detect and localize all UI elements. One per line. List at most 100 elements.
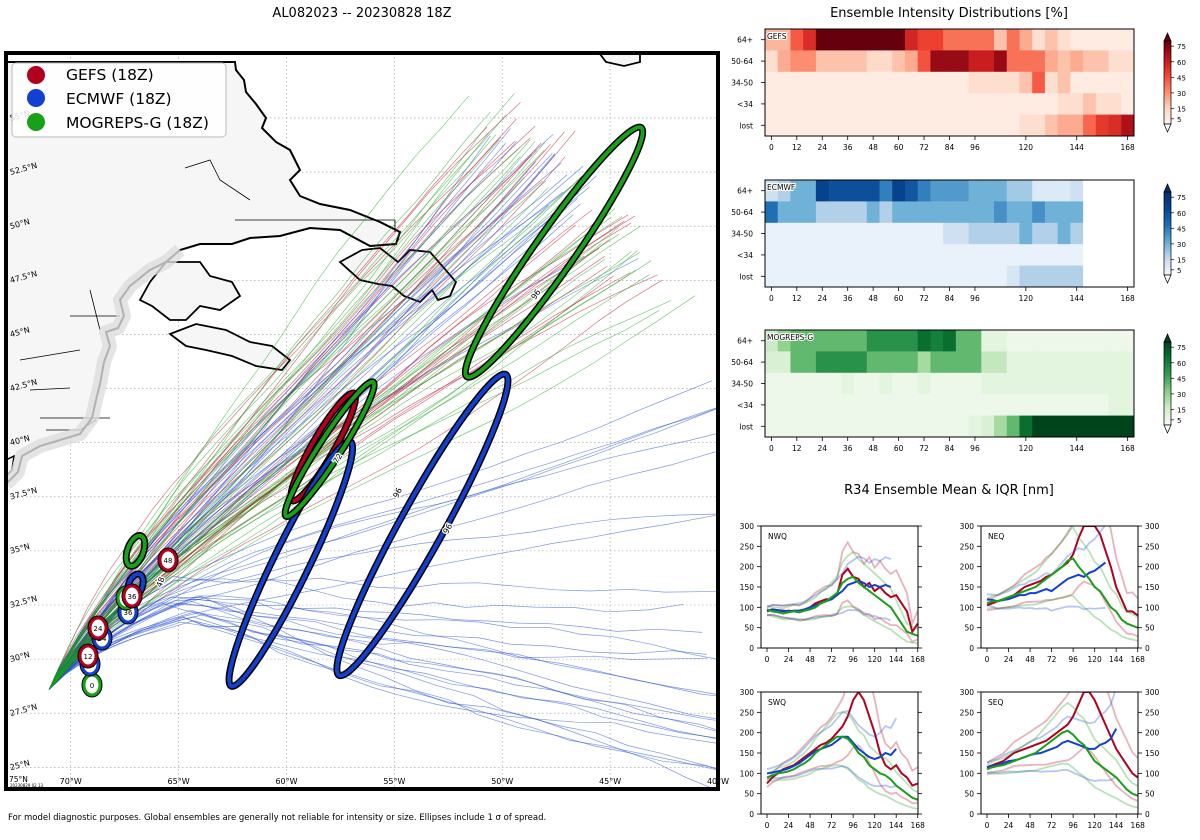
colorbar-tick-label: 75 [1177, 194, 1186, 202]
heatmap-cell [968, 330, 982, 352]
colorbar-tick-label: 5 [1177, 417, 1181, 425]
heatmap-cell [815, 330, 830, 352]
heatmap-cell [1019, 330, 1033, 352]
heatmap-cell [777, 394, 791, 417]
heatmap-xtick-label: 72 [919, 294, 929, 303]
heatmap-cell [955, 114, 970, 137]
heatmap-cell [828, 93, 842, 116]
heatmap-cell [930, 330, 944, 352]
lon-tick-label: 65°W [168, 777, 190, 786]
heatmap-cell [765, 93, 779, 116]
heatmap-cell [866, 180, 881, 202]
heatmap-cell [803, 50, 817, 73]
colorbar-segment [1164, 385, 1171, 389]
heatmap-cell [955, 71, 970, 94]
heatmap-cell [854, 415, 868, 438]
heatmap-cell [1006, 265, 1020, 288]
heatmap-cell [1032, 180, 1046, 202]
r34-xtick-label: 168 [911, 655, 926, 664]
heatmap-cell [777, 330, 791, 352]
heatmap-cell [854, 93, 868, 116]
heatmap-cell [994, 222, 1008, 245]
colorbar-segment [1164, 270, 1171, 274]
legend-mogreps-swatch [27, 113, 45, 131]
heatmap-cell [1083, 351, 1097, 374]
colorbar-segment [1164, 348, 1171, 351]
r34-panel-seq: SEQ 0 24 48 72 96 120 144 168 0 0 50 50 100 100 150 150 2… [960, 688, 1160, 830]
r34-ytick-label: 0 [749, 644, 754, 653]
heatmap-cell [955, 244, 970, 267]
colorbar-tick-label: 45 [1177, 74, 1186, 82]
heatmap-cell [815, 394, 830, 417]
forecast-hour-marker [122, 584, 142, 608]
heatmap-xtick-label: 84 [945, 444, 955, 453]
r34-xtick-label: 0 [765, 655, 770, 664]
heatmap-cell [790, 222, 804, 245]
r34-ytick-label: 250 [740, 708, 755, 717]
heatmap-cell [1019, 29, 1033, 51]
heatmap-cell [917, 222, 931, 245]
heatmap-xtick-label: 72 [919, 444, 929, 453]
colorbar-max-arrow [1163, 32, 1172, 42]
heatmap-xtick-label: 72 [919, 143, 929, 152]
heatmap-cell [1121, 265, 1135, 288]
r34-mogreps-mean [766, 735, 918, 801]
heatmap-cell [803, 394, 817, 417]
colorbar-segment [1164, 113, 1171, 117]
r34-mogreps-mean [766, 575, 918, 637]
colorbar-segment [1164, 408, 1171, 411]
heatmap-cell [1121, 372, 1135, 395]
colorbar-segment [1164, 117, 1171, 121]
heatmap-cell [765, 114, 779, 137]
colorbar-segment [1164, 55, 1171, 59]
r34-quadrant-label: NEQ [988, 532, 1004, 541]
legend-mogreps-label: MOGREPS-G (18Z) [66, 114, 209, 132]
heatmap-xtick-label: 60 [894, 444, 904, 453]
colorbar-segment [1164, 101, 1171, 104]
heatmap-cell [1044, 351, 1059, 374]
heatmap-cell [1006, 114, 1020, 137]
heatmap-cell [917, 244, 931, 267]
heatmap-cell [892, 351, 906, 374]
heatmap-cell [1032, 114, 1046, 137]
colorbar-segment [1164, 231, 1171, 234]
heatmap-cell [1057, 222, 1071, 245]
heatmap-cell [1095, 330, 1110, 352]
heatmap-cell [1057, 372, 1071, 395]
heatmap-cell [1121, 114, 1135, 137]
heatmap-cell [815, 244, 830, 267]
heatmap-cell [943, 330, 957, 352]
r34-ytick-label: 50 [964, 790, 974, 799]
heatmap-cell [917, 71, 931, 94]
legend-gefs-label: GEFS (18Z) [66, 66, 154, 84]
heatmap-cell [854, 265, 868, 288]
r34-xtick-label: 24 [1004, 655, 1014, 664]
colorbar-segment [1164, 239, 1171, 243]
r34-lines [986, 526, 1138, 642]
ensemble-member-track [48, 136, 501, 690]
heatmap-cell [866, 265, 881, 288]
heatmap-cell [841, 93, 855, 116]
colorbar-segment [1164, 92, 1171, 96]
heatmap-cell [994, 351, 1008, 374]
heatmap-cell [879, 244, 893, 267]
colorbar-segment [1164, 84, 1171, 88]
r34-mogreps-iqr-high [766, 711, 918, 793]
r34-xtick-label: 72 [827, 655, 837, 664]
colorbar-segment [1164, 344, 1171, 347]
heatmap-cell [943, 415, 957, 438]
colorbar-segment [1164, 88, 1171, 92]
heatmap-xtick-label: 144 [1070, 294, 1085, 303]
heatmap-cell [854, 180, 868, 202]
heatmap-cell [1019, 222, 1033, 245]
heatmap-cell [904, 244, 919, 267]
colorbar-segment [1164, 109, 1171, 113]
ensemble-member-track [48, 621, 718, 770]
colorbar-tick-label: 15 [1177, 105, 1186, 113]
heatmap-cell [1019, 93, 1033, 116]
heatmap-cell [1108, 114, 1122, 137]
colorbar-segment [1164, 258, 1171, 261]
heatmap-cell [815, 265, 830, 288]
colorbar-tick-label: 30 [1177, 391, 1186, 399]
r34-ytick-label: 250 [960, 708, 975, 717]
